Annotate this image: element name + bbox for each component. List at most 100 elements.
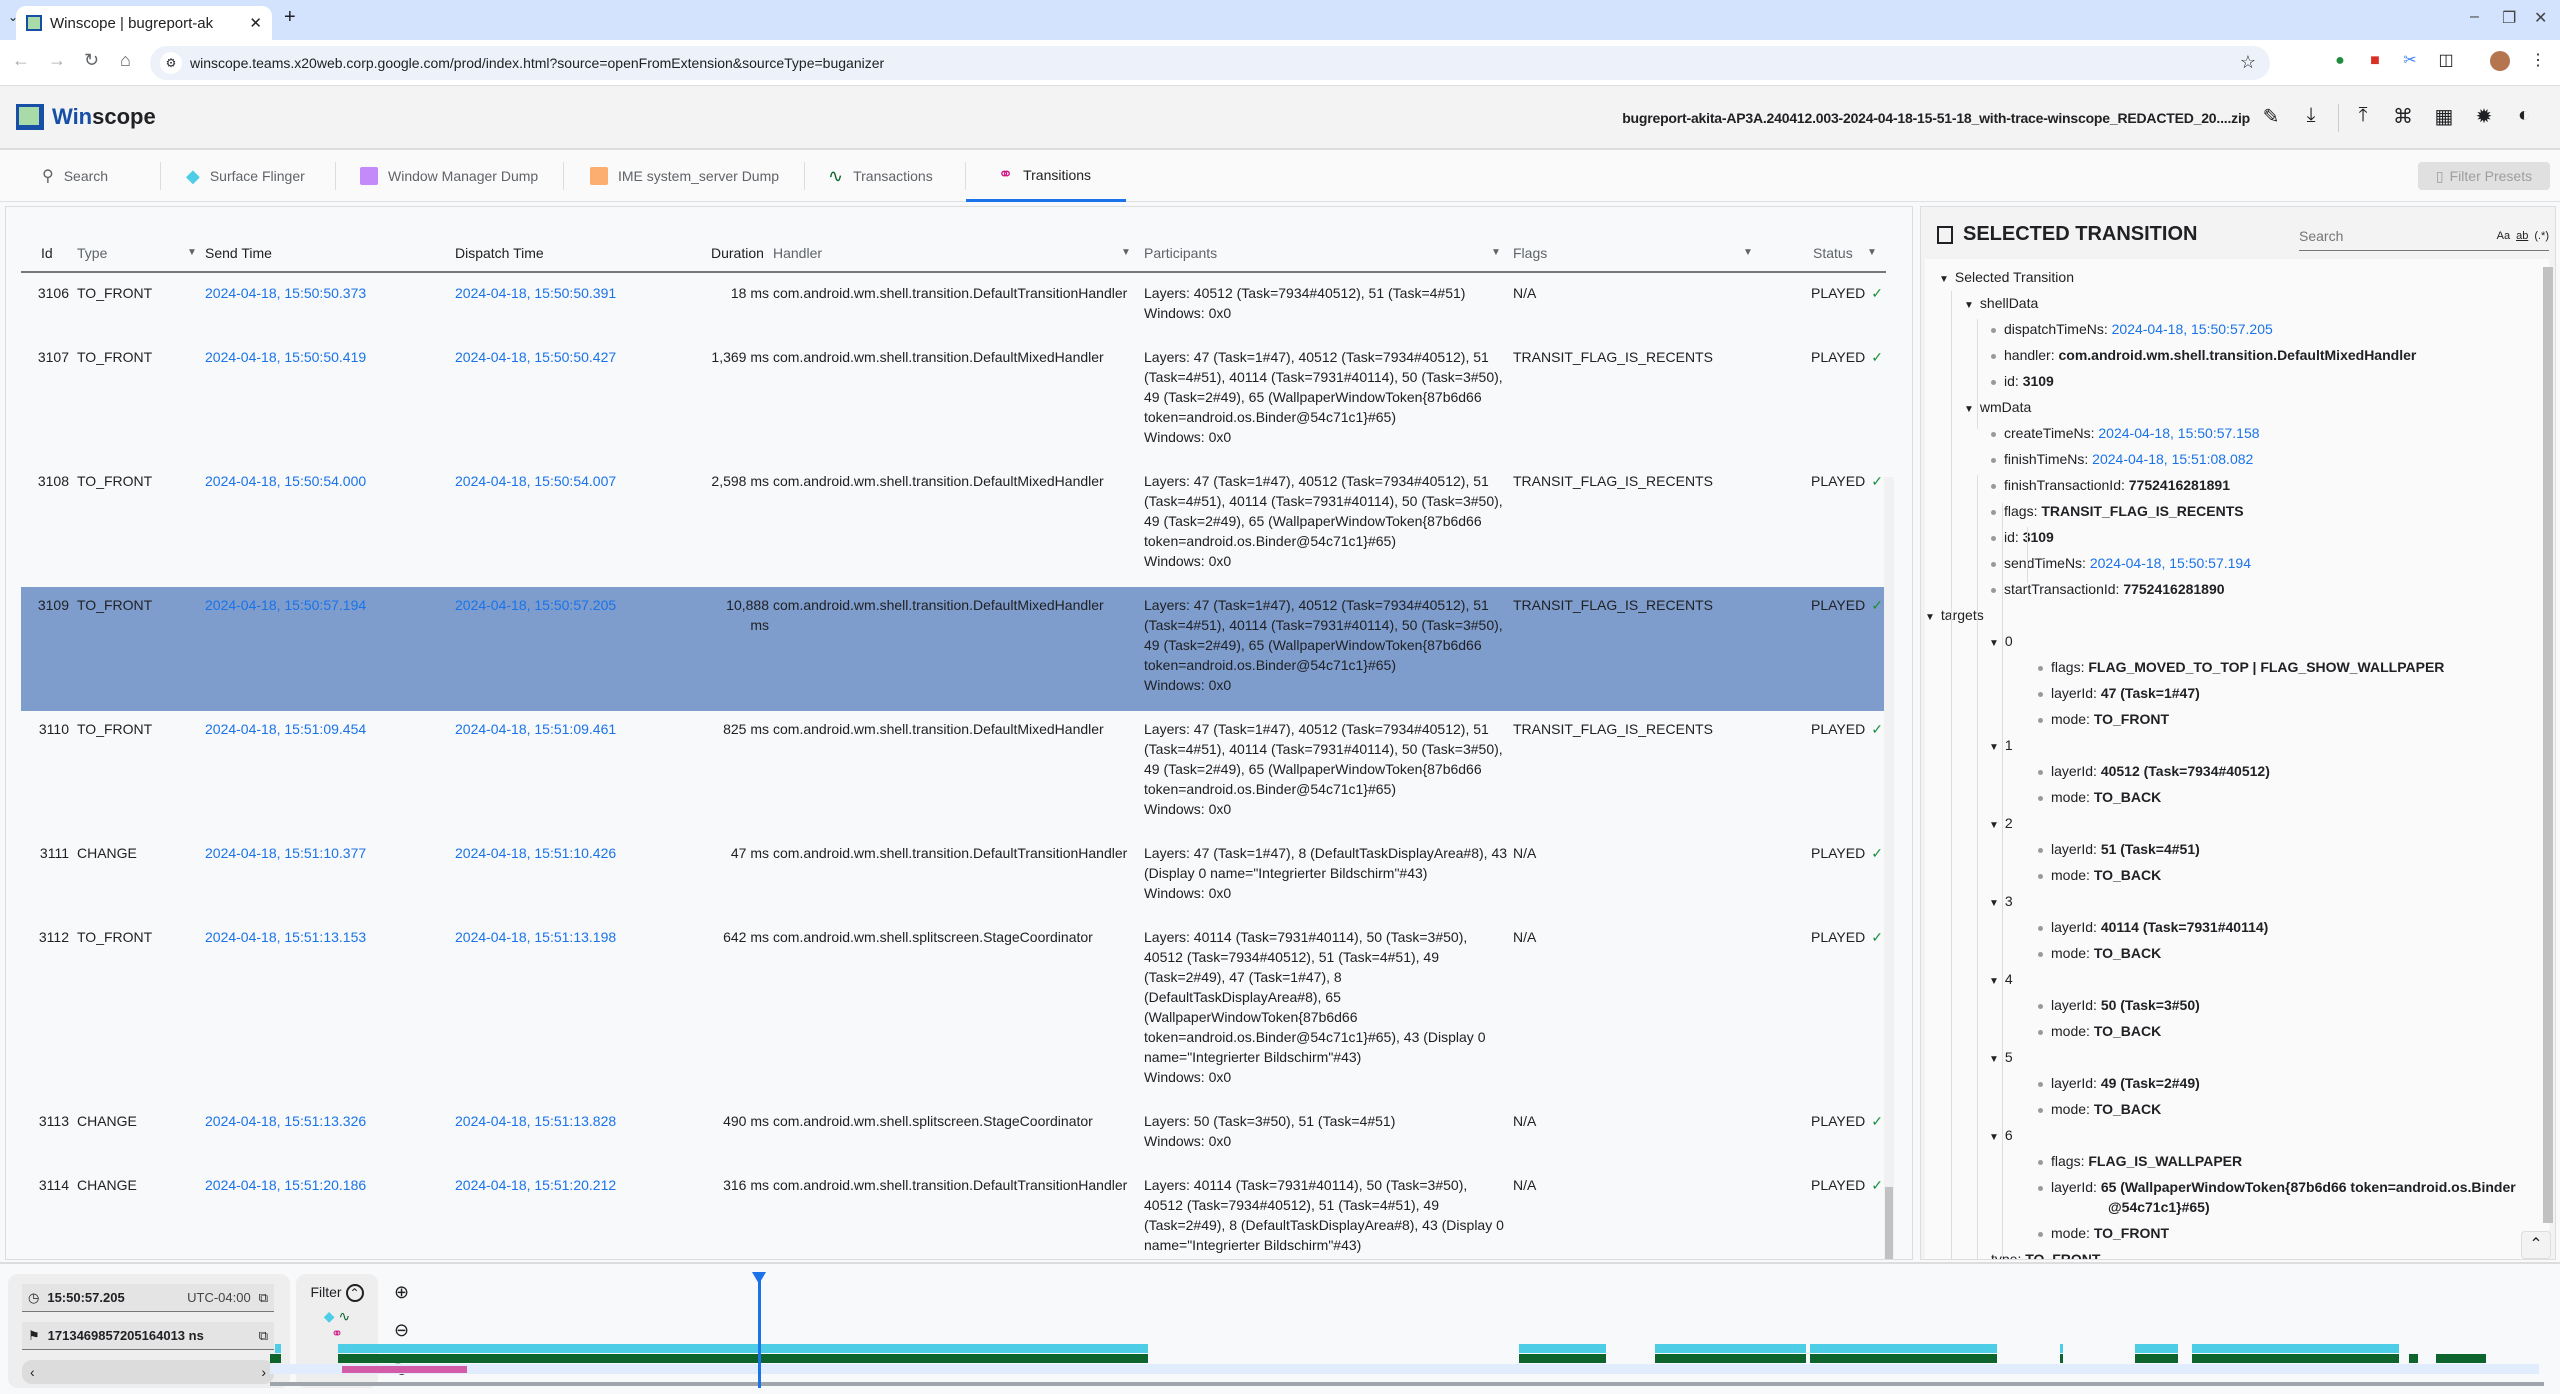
cell-send-time[interactable]: 2024-04-18, 15:51:13.153 — [205, 929, 367, 945]
header-send-time[interactable]: Send Time — [205, 245, 272, 261]
cell-dispatch-time[interactable]: 2024-04-18, 15:50:57.205 — [455, 597, 617, 613]
cell-dispatch-time[interactable]: 2024-04-18, 15:50:54.007 — [455, 473, 617, 489]
cell-dispatch-time[interactable]: 2024-04-18, 15:50:50.427 — [455, 349, 617, 365]
expand-caret-icon[interactable]: ▼ — [1925, 612, 1935, 623]
cell-send-time[interactable]: 2024-04-18, 15:50:54.000 — [205, 473, 367, 489]
extensions-puzzle-icon[interactable]: ◫ — [2438, 52, 2454, 69]
regex-toggle[interactable]: (.*) — [2534, 229, 2549, 242]
flags-filter-dropdown-icon[interactable]: ▼ — [1743, 247, 1753, 258]
surface-flinger-entry[interactable] — [275, 1344, 281, 1353]
type-filter-dropdown-icon[interactable]: ▼ — [187, 247, 197, 258]
close-tab-icon[interactable]: ✕ — [249, 15, 262, 32]
table-row[interactable]: 3108 TO_FRONT 2024-04-18, 15:50:54.000 2024… — [21, 463, 1886, 587]
transactions-entry[interactable] — [2409, 1354, 2418, 1363]
transactions-filter-icon[interactable]: ∿ — [338, 1308, 351, 1324]
transactions-entry[interactable] — [2135, 1354, 2178, 1363]
transactions-entry[interactable] — [2060, 1354, 2063, 1363]
surface-flinger-filter-icon[interactable]: ◆ — [323, 1308, 335, 1324]
cell-send-time[interactable]: 2024-04-18, 15:50:50.373 — [205, 285, 367, 301]
table-scrollbar-thumb[interactable] — [1885, 1187, 1893, 1259]
transactions-entry[interactable] — [338, 1354, 1148, 1363]
details-search-input[interactable] — [2299, 227, 2491, 244]
expand-caret-icon[interactable]: ▼ — [1989, 820, 1999, 831]
minimize-icon[interactable]: – — [2470, 8, 2479, 25]
match-word-toggle[interactable]: ab — [2516, 229, 2529, 242]
tree-node[interactable]: ▼ 5 — [1989, 1047, 2013, 1070]
browser-menu-icon[interactable]: ⋮ — [2530, 52, 2546, 69]
timeline-cursor[interactable] — [752, 1272, 766, 1388]
table-row[interactable]: 3113 CHANGE 2024-04-18, 15:51:13.326 2024-0… — [21, 1103, 1886, 1167]
property-value[interactable]: 2024-04-18, 15:50:57.205 — [2111, 321, 2273, 337]
tree-node[interactable]: ▼ Selected Transition — [1939, 267, 2074, 290]
table-row[interactable]: 3110 TO_FRONT 2024-04-18, 15:51:09.454 2024… — [21, 711, 1886, 835]
table-row[interactable]: 3107 TO_FRONT 2024-04-18, 15:50:50.419 2024… — [21, 339, 1886, 463]
surface-flinger-entry[interactable] — [1519, 1344, 1606, 1353]
scroll-to-top-button[interactable]: ⌃ — [2521, 1231, 2551, 1259]
handler-filter-dropdown-icon[interactable]: ▼ — [1121, 247, 1131, 258]
tree-node[interactable]: ▼ 0 — [1989, 631, 2013, 654]
cell-dispatch-time[interactable]: 2024-04-18, 15:51:10.426 — [455, 845, 617, 861]
property-value[interactable]: 2024-04-18, 15:50:57.194 — [2089, 555, 2251, 571]
cell-dispatch-time[interactable]: 2024-04-18, 15:51:09.461 — [455, 721, 617, 737]
upload-icon[interactable]: ⤒ — [2358, 104, 2368, 126]
back-icon[interactable]: ← — [12, 50, 30, 70]
table-scrollbar[interactable] — [1884, 477, 1894, 1259]
tree-node[interactable]: ▼ 4 — [1989, 969, 2013, 992]
expand-caret-icon[interactable]: ▼ — [1939, 274, 1949, 285]
header-flags[interactable]: Flags — [1513, 245, 1548, 261]
property-value[interactable]: 2024-04-18, 15:50:57.158 — [2098, 425, 2260, 441]
table-row[interactable]: 3109 TO_FRONT 2024-04-18, 15:50:57.194 2024… — [21, 587, 1886, 711]
header-status[interactable]: Status — [1813, 245, 1853, 261]
cell-dispatch-time[interactable]: 2024-04-18, 15:51:20.212 — [455, 1177, 617, 1193]
tab-transactions[interactable]: ∿ Transactions — [828, 150, 933, 202]
cell-send-time[interactable]: 2024-04-18, 15:51:10.377 — [205, 845, 367, 861]
filter-presets-button[interactable]: ▯ Filter Presets — [2418, 162, 2550, 190]
cell-send-time[interactable]: 2024-04-18, 15:51:09.454 — [205, 721, 367, 737]
timestamp-field[interactable]: ◷ 15:50:57.205 UTC-04:00 ⧉ — [22, 1284, 274, 1312]
expand-caret-icon[interactable]: ▼ — [1964, 404, 1974, 415]
surface-flinger-entry[interactable] — [1655, 1344, 1806, 1353]
tree-node[interactable]: ▼ 3 — [1989, 891, 2013, 914]
table-row[interactable]: 3112 TO_FRONT 2024-04-18, 15:51:13.153 2024… — [21, 919, 1886, 1103]
header-type[interactable]: Type — [77, 245, 108, 261]
next-entry-button[interactable]: › — [261, 1364, 266, 1380]
tree-node[interactable]: ▼ 1 — [1989, 735, 2013, 758]
copy-icon[interactable]: ⧉ — [258, 1327, 268, 1343]
status-filter-dropdown-icon[interactable]: ▼ — [1867, 247, 1877, 258]
report-bug-icon[interactable]: ✹ — [2475, 106, 2493, 128]
expand-caret-icon[interactable]: ▼ — [1989, 638, 1999, 649]
cell-dispatch-time[interactable]: 2024-04-18, 15:51:13.198 — [455, 929, 617, 945]
address-bar[interactable]: ⚙ winscope.teams.x20web.corp.google.com/… — [150, 46, 2270, 80]
table-row[interactable]: 3114 CHANGE 2024-04-18, 15:51:20.186 2024-0… — [21, 1167, 1886, 1259]
transactions-entry[interactable] — [2436, 1354, 2486, 1363]
restore-icon[interactable]: ❐ — [2502, 10, 2517, 27]
expand-caret-icon[interactable]: ▼ — [1989, 1132, 1999, 1143]
transitions-entry[interactable] — [342, 1366, 467, 1373]
tree-node[interactable]: ▼ wmData — [1964, 397, 2031, 420]
transactions-entry[interactable] — [270, 1354, 281, 1363]
profile-avatar[interactable] — [2490, 51, 2510, 71]
property-value[interactable]: 2024-04-18, 15:51:08.082 — [2092, 451, 2254, 467]
header-participants[interactable]: Participants — [1144, 245, 1218, 261]
header-dispatch-time[interactable]: Dispatch Time — [455, 245, 544, 261]
transactions-entry[interactable] — [2192, 1354, 2399, 1363]
zoom-out-icon[interactable]: ⊖ — [394, 1320, 410, 1340]
cell-dispatch-time[interactable]: 2024-04-18, 15:50:50.391 — [455, 285, 617, 301]
zoom-in-icon[interactable]: ⊕ — [394, 1282, 410, 1302]
site-settings-icon[interactable]: ⚙ — [160, 52, 182, 74]
expand-caret-icon[interactable]: ▼ — [1989, 898, 1999, 909]
transactions-entry[interactable] — [1519, 1354, 1606, 1363]
copy-icon[interactable]: ⧉ — [258, 1289, 268, 1305]
table-row[interactable]: 3111 CHANGE 2024-04-18, 15:51:10.377 2024-0… — [21, 835, 1886, 919]
tab-search-chevron-icon[interactable]: ⌄ — [8, 10, 19, 24]
ns-timestamp-field[interactable]: ⚑ 1713469857205164013 ns ⧉ — [22, 1322, 274, 1350]
shortcuts-command-icon[interactable]: ⌘ — [2393, 106, 2413, 128]
tab-surface-flinger[interactable]: ◆ Surface Flinger — [186, 150, 305, 202]
extension-record-icon[interactable]: ■ — [2370, 52, 2380, 69]
close-window-icon[interactable]: ✕ — [2534, 10, 2548, 27]
expand-caret-icon[interactable]: ▼ — [1989, 742, 1999, 753]
surface-flinger-entry[interactable] — [2192, 1344, 2399, 1353]
tree-node[interactable]: ▼ targets — [1925, 605, 1984, 628]
tab-search[interactable]: ⚲ Search — [42, 150, 108, 202]
surface-flinger-entry[interactable] — [1810, 1344, 1997, 1353]
